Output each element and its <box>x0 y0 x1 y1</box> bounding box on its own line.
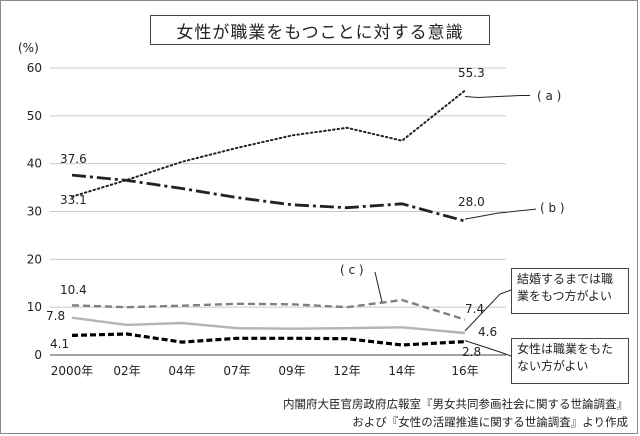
x-tick-label: 14年 <box>388 364 415 378</box>
series-c-end-label: 7.4 <box>465 302 484 316</box>
series-married-first-line <box>71 316 466 335</box>
leader-c <box>374 271 383 303</box>
x-tick-label: 09年 <box>278 364 305 378</box>
leader-married <box>464 289 512 332</box>
y-tick-label: 60 <box>27 61 42 75</box>
legend-a: ( a ) <box>537 89 561 103</box>
legend-married-callout: 結婚するまでは職 業をもつ方がよい <box>511 268 629 314</box>
chart-title-text: 女性が職業をもつことに対する意識 <box>176 22 464 43</box>
legend-c: ( c ) <box>340 263 364 277</box>
y-tick-label: 20 <box>27 252 42 266</box>
series-married-first-start-label: 7.8 <box>46 309 65 323</box>
legend-married-line1: 結婚するまでは職 <box>517 272 614 286</box>
series-c-start-label: 10.4 <box>60 283 87 297</box>
legend-married-line2: 業をもつ方がよい <box>517 289 612 303</box>
series-c-line <box>71 298 466 321</box>
y-axis-unit: (%) <box>18 41 39 55</box>
leader-no-job <box>464 340 512 357</box>
data-labels: 33.1 55.3 37.6 28.0 10.4 7.4 7.8 4.6 4.1 2.8 <box>46 66 497 359</box>
source-note-line2: および『女性の活躍推進に関する世論調査』より作成 <box>352 415 628 429</box>
gridlines <box>50 67 506 308</box>
series-legend: ( a ) ( b ) ( c ) <box>340 89 565 277</box>
y-tick-label: 50 <box>27 109 42 123</box>
series-a-start-label: 33.1 <box>60 193 87 207</box>
series-a-end-label: 55.3 <box>458 66 485 80</box>
series-b-start-label: 37.6 <box>60 152 87 166</box>
chart-title: 女性が職業をもつことに対する意識 <box>150 15 490 45</box>
series-no-job-start-label: 4.1 <box>50 337 69 351</box>
series-married-first-end-label: 4.6 <box>478 325 497 339</box>
y-tick-label: 30 <box>27 205 42 219</box>
axes: (%) 0 10 20 30 40 50 60 2000年 02年 04年 07年 09年 12年 14年… <box>18 41 506 378</box>
x-tick-label: 2000年 <box>51 364 94 378</box>
leader-b <box>464 208 537 220</box>
x-tick-label: 16年 <box>451 364 478 378</box>
x-tick-label: 07年 <box>223 364 250 378</box>
x-tick-label: 04年 <box>168 364 195 378</box>
y-tick-label: 40 <box>27 157 42 171</box>
leader-lines <box>374 95 537 357</box>
legend-b: ( b ) <box>540 201 565 215</box>
series-a-line <box>71 89 466 198</box>
series-b-end-label: 28.0 <box>458 195 485 209</box>
source-note-line1: 内閣府大臣官房政府広報室『男女共同参画社会に関する世論調査』 <box>283 397 628 411</box>
x-tick-label: 12年 <box>333 364 360 378</box>
series-lines <box>71 89 466 347</box>
legend-no-job-line1: 女性は職業をもた <box>517 342 614 356</box>
series-no-job-end-label: 2.8 <box>462 345 481 359</box>
leader-a <box>464 95 530 99</box>
legend-no-job-line2: ない方がよい <box>517 359 589 373</box>
y-tick-label: 0 <box>34 348 42 362</box>
series-b-line <box>71 173 466 223</box>
x-tick-label: 02年 <box>113 364 140 378</box>
legend-no-job-callout: 女性は職業をもた ない方がよい <box>511 338 629 384</box>
series-no-job-line <box>71 332 466 347</box>
y-tick-label: 10 <box>27 300 42 314</box>
